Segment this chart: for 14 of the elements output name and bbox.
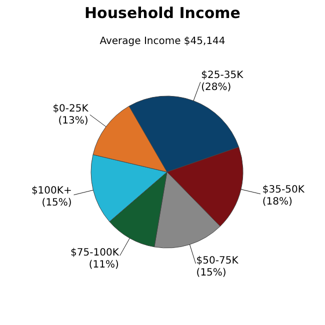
chart-subtitle: Average Income $45,144 [98,36,226,47]
chart-title: Household Income [84,4,242,22]
data-label: (11%) [88,259,119,270]
slice-label: $25-35K [201,70,244,82]
data-label: (13%) [58,116,88,127]
slice-label: $75-100K [70,247,120,258]
data-label: (28%) [201,82,232,94]
data-label: (15%) [196,268,226,279]
slice-label: $0-25K [52,104,89,115]
slice-label: $100K+ [31,185,72,196]
data-label: (18%) [262,196,293,208]
slice-label: $35-50K [262,184,305,196]
data-label: (15%) [42,197,72,208]
slice-label: $50-75K [196,256,239,267]
